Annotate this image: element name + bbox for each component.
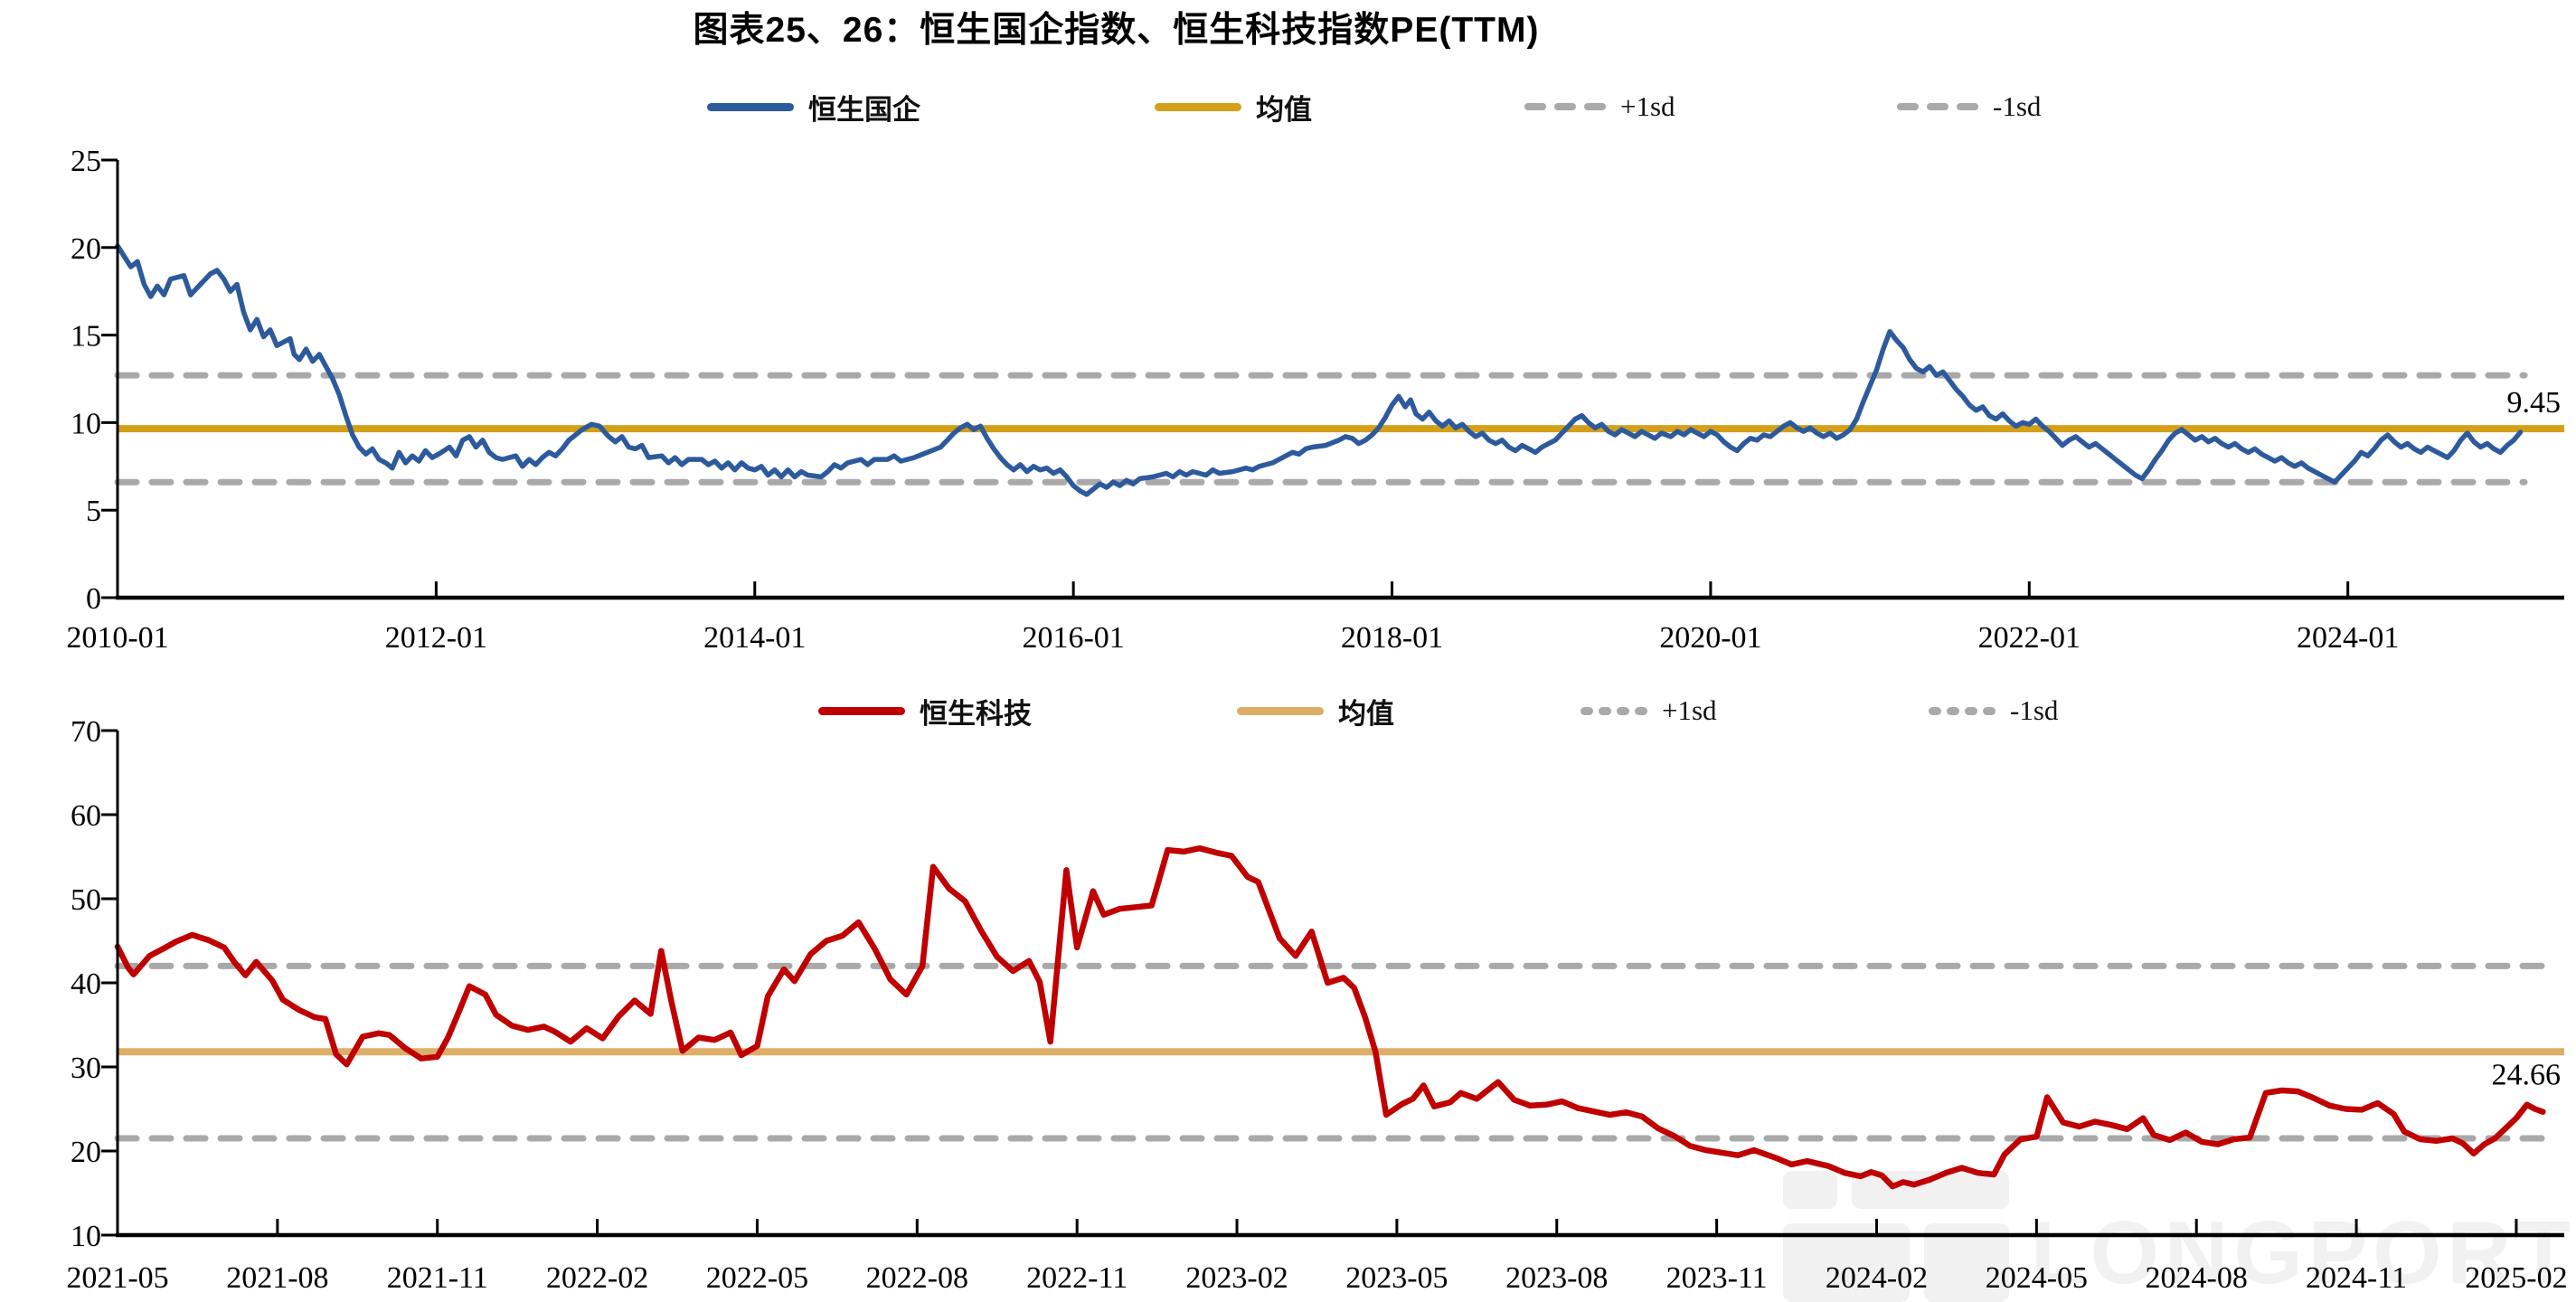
svg-text:2020-01: 2020-01 [1659,621,1761,655]
svg-text:20: 20 [71,1136,101,1169]
svg-text:2023-05: 2023-05 [1345,1261,1448,1295]
plus1sd-swatch [1581,706,1647,715]
legend-item-plus1sd-bottom: +1sd [1581,693,1717,729]
legend-label: +1sd [1662,694,1717,726]
legend-label: -1sd [1993,90,2042,122]
svg-text:2024-02: 2024-02 [1826,1261,1928,1295]
svg-text:10: 10 [71,407,101,440]
svg-text:2010-01: 2010-01 [66,621,168,655]
legend-item-plus1sd-top: +1sd [1524,89,1675,125]
svg-text:2022-11: 2022-11 [1026,1261,1128,1295]
svg-text:2014-01: 2014-01 [703,621,806,655]
svg-text:70: 70 [71,715,101,749]
chart-title: 图表25、26：恒生国企指数、恒生科技指数PE(TTM) [693,11,1540,50]
svg-text:25: 25 [71,145,101,178]
legend-item-mean-top: 均值 [1155,89,1312,126]
svg-text:2016-01: 2016-01 [1022,621,1124,655]
svg-text:2012-01: 2012-01 [385,621,487,655]
svg-text:50: 50 [71,883,101,917]
svg-text:2024-11: 2024-11 [2306,1261,2407,1295]
mean-line-swatch [1155,102,1241,111]
legend-label: 均值 [1338,697,1394,730]
hscei-line-swatch [707,102,794,111]
svg-text:2021-11: 2021-11 [387,1261,488,1295]
legend-item-mean-bottom: 均值 [1237,693,1394,730]
svg-text:5: 5 [86,495,101,528]
legend-label: -1sd [2010,694,2059,726]
legend-label: +1sd [1620,90,1675,122]
svg-text:2022-02: 2022-02 [546,1261,648,1295]
svg-text:2021-08: 2021-08 [226,1261,328,1295]
svg-text:2023-08: 2023-08 [1505,1261,1608,1295]
svg-text:2022-01: 2022-01 [1978,621,2081,655]
legend-label: 恒生国企 [808,93,920,126]
svg-text:2024-01: 2024-01 [2297,621,2399,655]
last-value-label: 9.45 [2507,386,2562,420]
svg-text:60: 60 [71,799,101,833]
longport-watermark: LONGPORT [1782,1171,2576,1302]
legend-item-minus1sd-bottom: -1sd [1929,693,2058,729]
legend-item-hscei: 恒生国企 [707,89,920,126]
svg-text:15: 15 [71,320,101,354]
minus1sd-swatch [1897,103,1978,110]
last-value-label: 24.66 [2492,1059,2562,1092]
legend-label: 均值 [1256,93,1312,126]
mean-line-swatch [1237,706,1324,715]
svg-text:2022-05: 2022-05 [706,1261,808,1295]
legend-item-minus1sd-top: -1sd [1897,89,2041,125]
svg-text:2018-01: 2018-01 [1341,621,1443,655]
svg-text:40: 40 [71,967,101,1001]
svg-text:2021-05: 2021-05 [66,1261,168,1295]
svg-text:2025-02: 2025-02 [2465,1261,2567,1295]
legend-label: 恒生科技 [920,697,1032,730]
svg-text:20: 20 [71,232,101,266]
svg-text:0: 0 [86,582,101,616]
svg-text:2023-11: 2023-11 [1666,1261,1768,1295]
svg-text:2023-02: 2023-02 [1185,1261,1288,1295]
svg-text:2024-08: 2024-08 [2146,1261,2248,1295]
minus1sd-swatch [1929,706,1996,715]
hstech-line-swatch [818,706,905,715]
svg-text:30: 30 [71,1052,101,1085]
watermark-text: LONGPORT [2030,1203,2576,1302]
plus1sd-swatch [1524,103,1606,110]
svg-text:2022-08: 2022-08 [866,1261,968,1295]
svg-text:10: 10 [71,1220,101,1253]
legend-item-hstech: 恒生科技 [818,693,1032,730]
svg-text:2024-05: 2024-05 [1986,1261,2088,1295]
